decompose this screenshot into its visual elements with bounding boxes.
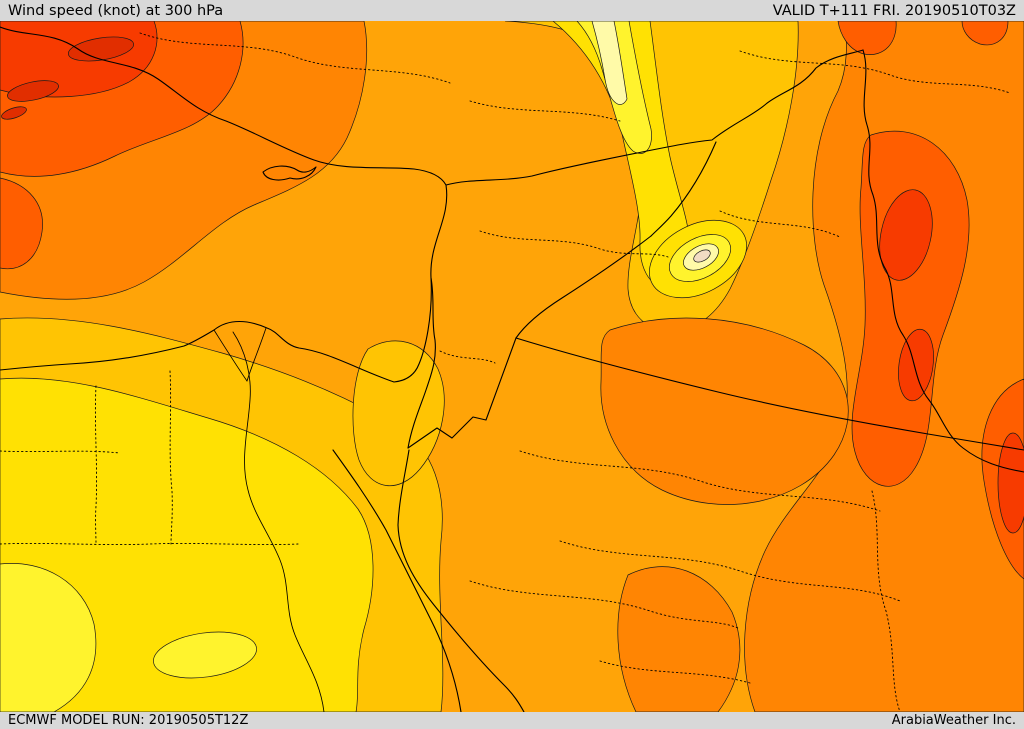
- admin-line-egypt-vertical-a: [94, 385, 98, 545]
- contour-region-brightyellow-corner: [0, 562, 97, 712]
- border-jordan-iraq-saudi: [515, 235, 1024, 451]
- contour-region-windmin-center: [693, 249, 711, 263]
- coastline-gulf-of-suez-redsea: [332, 449, 462, 712]
- river-nile: [232, 331, 325, 712]
- admin-borders-dotted: [0, 32, 1011, 712]
- border-turkey-syria: [445, 49, 864, 186]
- admin-line-saudi-c: [469, 580, 741, 630]
- admin-line-saudi-d: [599, 660, 751, 684]
- contour-region-red-right-b: [898, 328, 934, 402]
- header-bar: Wind speed (knot) at 300 hPa VALID T+111…: [0, 0, 1024, 21]
- admin-line-turkey-b: [469, 100, 621, 122]
- contour-region-brightyellow-blob: [153, 631, 257, 679]
- contour-region-darkorange-center: [600, 317, 849, 505]
- coastline-cyprus: [262, 165, 317, 181]
- wind-speed-fill-contours: [0, 21, 1024, 712]
- contour-region-redorange-leftedge: [0, 177, 43, 270]
- contour-region-red-right-a: [879, 189, 933, 281]
- contour-map-svg: [0, 21, 1024, 712]
- admin-line-iraq: [719, 210, 841, 238]
- coastline-mediterranean: [0, 26, 448, 383]
- border-jordan-saudi-zigzag: [407, 337, 517, 449]
- admin-line-jordan: [439, 350, 496, 364]
- contour-region-red-rightedge: [997, 432, 1024, 534]
- map-title: Wind speed (knot) at 300 hPa: [8, 2, 224, 19]
- model-run-label: ECMWF MODEL RUN: 20190505T12Z: [8, 713, 249, 728]
- contour-region-redorange-topright-b: [961, 21, 1009, 46]
- provider-label: ArabiaWeather Inc.: [891, 713, 1016, 728]
- country-borders-coastlines: [0, 26, 1024, 712]
- border-iraq-iran: [862, 49, 1024, 473]
- admin-line-turkey-a: [139, 32, 451, 84]
- admin-line-egypt-vertical-b: [169, 370, 173, 545]
- valid-time-label: VALID T+111 FRI. 20190510T03Z: [772, 2, 1016, 19]
- river-nile-delta-west: [213, 329, 248, 382]
- admin-line-egypt-west: [0, 450, 121, 454]
- contour-region-paleyellow-jet-core: [591, 21, 628, 105]
- admin-line-right-vertical: [871, 490, 901, 712]
- admin-line-turkey-c: [739, 50, 1011, 94]
- footer-bar: ECMWF MODEL RUN: 20190505T12Z ArabiaWeat…: [0, 712, 1024, 729]
- coastline-gulf-of-aqaba-redsea: [397, 449, 525, 712]
- wind-speed-map: [0, 21, 1024, 712]
- river-nile-delta-east: [246, 327, 267, 382]
- contour-region-darkred-island-a: [7, 80, 59, 102]
- border-jordan-valley: [407, 277, 436, 449]
- admin-line-saudi-a: [519, 450, 881, 512]
- contour-region-darkred-island-c: [1, 106, 27, 120]
- contour-region-darkorange-bottomcenter: [617, 566, 741, 712]
- border-syria-iraq: [650, 141, 717, 237]
- admin-line-syria: [479, 230, 669, 258]
- contour-region-redorange-right-core: [851, 130, 970, 487]
